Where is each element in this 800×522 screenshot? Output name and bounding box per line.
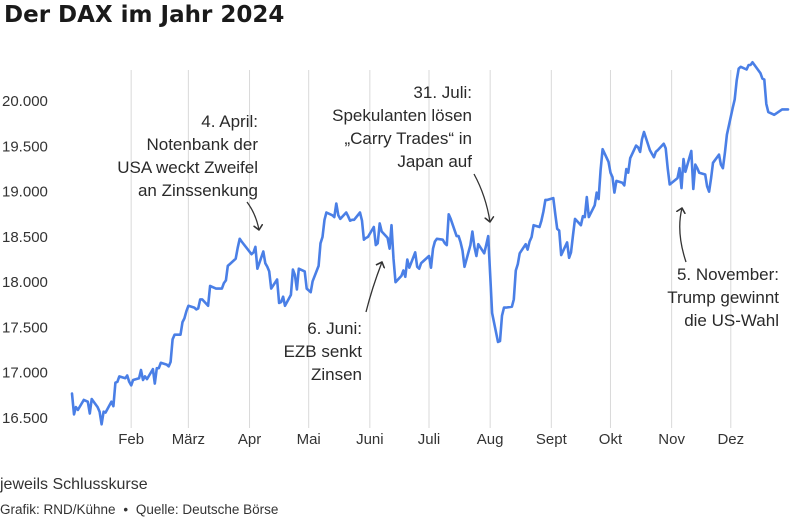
x-tick-label: Sept	[536, 431, 568, 448]
annotations: 4. April: Notenbank der USA weckt Zweifel a…	[117, 83, 779, 384]
chart-title: Der DAX im Jahr 2024	[4, 2, 285, 28]
annotation-arrow	[365, 262, 382, 313]
separator: •	[123, 502, 129, 517]
annotation-text: EZB senkt	[284, 342, 363, 361]
annotation-text: Spekulanten lösen	[332, 106, 472, 125]
annotation-text: Trump gewinnt	[667, 288, 779, 307]
y-tick-label: 19.000	[2, 184, 48, 201]
x-tick-label: Mai	[297, 431, 321, 448]
annotation-text: 31. Juli:	[413, 83, 472, 102]
footnote-closing-prices: jeweils Schlusskurse	[0, 476, 148, 493]
x-tick-label: Juli	[418, 431, 441, 448]
series-line	[70, 61, 790, 426]
annotation-text: 6. Juni:	[307, 319, 362, 338]
y-tick-label: 17.000	[2, 365, 48, 382]
annotation-text: 4. April:	[201, 112, 258, 131]
y-tick-label: 20.000	[2, 93, 48, 110]
source-label: Quelle: Deutsche Börse	[135, 502, 279, 517]
annotation-arrow	[680, 208, 687, 263]
annotation-text: Japan auf	[397, 152, 472, 171]
y-axis: 16.500 17.000 17.500 18.000 18.500 19.000 19.5…	[2, 93, 48, 427]
y-tick-label: 17.500	[2, 319, 48, 336]
x-tick-label: Okt	[599, 431, 623, 448]
credit-label: Grafik: RND/Kühne	[0, 502, 116, 517]
y-tick-label: 16.500	[2, 410, 48, 427]
x-tick-label: Nov	[658, 431, 685, 448]
annotation-3: 5. November: Trump gewinnt die US-Wahl	[667, 208, 779, 330]
annotation-1: 31. Juli: Spekulanten lösen „Carry Trades“…	[332, 83, 490, 222]
annotation-text: die US-Wahl	[684, 311, 779, 330]
dax-line-chart: 16.500 17.000 17.500 18.000 18.500 19.000 19.5…	[2, 61, 790, 448]
annotation-0: 4. April: Notenbank der USA weckt Zweifel a…	[117, 112, 259, 230]
grid-lines	[130, 70, 732, 428]
y-tick-label: 19.500	[2, 138, 48, 155]
annotation-arrow	[473, 173, 490, 222]
x-tick-label: Apr	[238, 431, 261, 448]
y-tick-label: 18.500	[2, 229, 48, 246]
annotation-2: 6. Juni: EZB senkt Zinsen	[284, 262, 382, 384]
x-tick-label: Aug	[477, 431, 504, 448]
x-axis: Feb März Apr Mai Juni Juli Aug Sept Okt Nov Dez	[118, 431, 744, 448]
annotation-text: USA weckt Zweifel	[117, 158, 258, 177]
x-tick-label: Dez	[717, 431, 744, 448]
annotation-arrow	[246, 201, 259, 230]
annotation-text: Notenbank der	[146, 135, 258, 154]
credits: Grafik: RND/Kühne • Quelle: Deutsche Bör…	[0, 502, 278, 517]
annotation-text: an Zinssenkung	[138, 181, 258, 200]
x-tick-label: Feb	[118, 431, 144, 448]
x-tick-label: Juni	[356, 431, 384, 448]
annotation-text: „Carry Trades“ in	[344, 129, 472, 148]
x-tick-label: März	[172, 431, 205, 448]
annotation-text: Zinsen	[311, 365, 362, 384]
y-tick-label: 18.000	[2, 274, 48, 291]
annotation-text: 5. November:	[677, 265, 779, 284]
